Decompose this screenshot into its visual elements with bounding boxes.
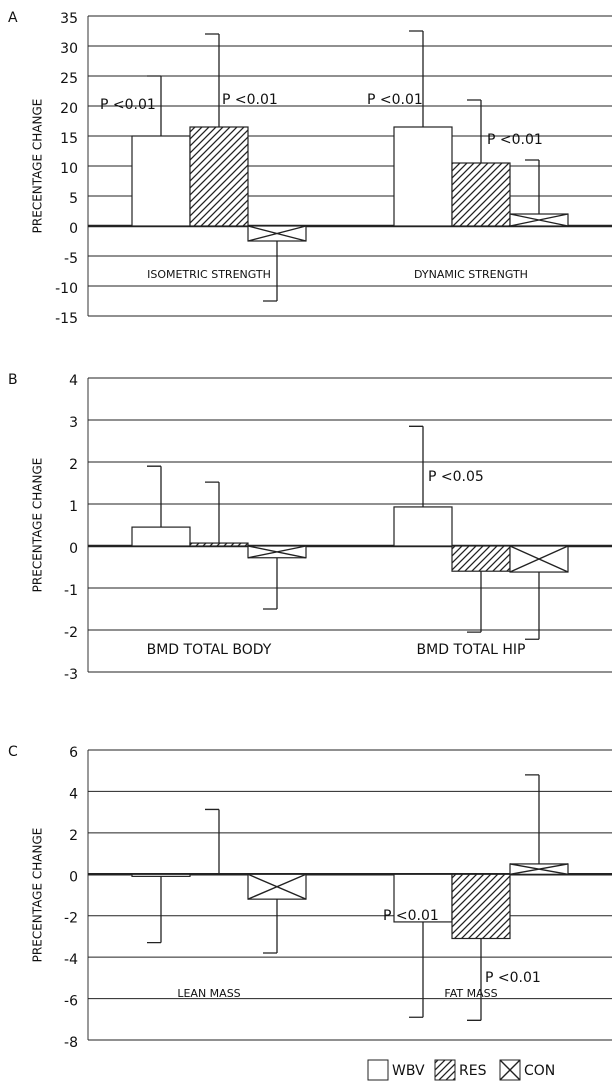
y-tick-label: -15 [55,311,78,327]
category-label: BMD TOTAL HIP [417,642,526,658]
bar [131,526,191,547]
error-bar [263,557,278,610]
y-tick-label: 10 [60,161,78,177]
y-tick-label: -1 [64,583,78,599]
y-tick-label: 20 [60,101,78,117]
bar [189,873,249,875]
error-bar [467,571,482,633]
bar-cross [247,873,307,900]
y-axis-title: PRECENTAGE CHANGE [31,99,45,234]
bar [393,506,453,547]
y-tick-label: 1 [69,499,78,515]
error-bar [525,774,540,864]
error-bar [205,33,220,127]
annotation: P <0.01 [487,132,543,148]
bar [451,162,511,227]
y-tick-label: -6 [64,994,78,1010]
annotation: P <0.01 [100,97,156,113]
category-label: FAT MASS [444,987,497,1000]
y-tick-label: 4 [69,786,78,802]
category-label: BMD TOTAL BODY [147,642,272,658]
bar [393,126,453,227]
legend-label: WBV [392,1063,425,1079]
error-bar [147,876,162,944]
y-tick-label: 25 [60,71,78,87]
y-tick-label: 2 [69,457,78,473]
error-bar [525,159,540,214]
legend-swatch [367,1059,389,1081]
bar-cross [247,545,307,559]
category-label: DYNAMIC STRENGTH [414,268,528,281]
error-bar [147,75,162,136]
error-bar [263,241,278,302]
error-bar [409,30,424,127]
category-label: LEAN MASS [177,987,240,1000]
y-tick-label: 15 [60,131,78,147]
legend-cross [499,1059,521,1081]
y-tick-label: 0 [69,541,78,557]
error-bar [147,465,162,528]
y-tick-label: -5 [64,251,78,267]
annotation: P <0.01 [485,970,541,986]
legend-label: CON [524,1063,555,1079]
error-bar [467,938,482,1021]
annotation: P <0.01 [383,908,439,924]
y-axis-title: PRECENTAGE CHANGE [31,458,45,593]
y-tick-label: -3 [64,667,78,683]
bar [189,542,249,547]
panel-label: C [8,744,18,760]
y-tick-label: -8 [64,1035,78,1051]
bar-cross [247,225,307,242]
annotation: P <0.01 [222,92,278,108]
error-bar [409,921,424,1018]
bar-cross [509,545,569,573]
bar-cross [509,863,569,875]
y-tick-label: 3 [69,415,78,431]
annotation: P <0.05 [428,469,484,485]
y-tick-label: -2 [64,625,78,641]
y-tick-label: 0 [69,221,78,237]
y-tick-label: 5 [69,191,78,207]
bar [131,873,191,877]
bar-cross [509,213,569,227]
y-axis-title: PRECENTAGE CHANGE [31,828,45,963]
y-tick-label: 4 [69,373,78,389]
error-bar [263,899,278,954]
category-label: ISOMETRIC STRENGTH [147,268,271,281]
bar [131,135,191,227]
error-bar [409,425,424,507]
y-tick-label: -4 [64,952,78,968]
error-bar [525,572,540,640]
y-tick-label: -10 [55,281,78,297]
y-tick-label: 30 [60,41,78,57]
error-bar [205,481,220,544]
legend-label: RES [459,1063,487,1079]
bar [451,545,511,572]
y-tick-label: 2 [69,828,78,844]
panel-label: A [8,10,18,26]
error-bar [205,808,220,874]
panel-label: B [8,372,18,388]
bar [393,873,453,923]
y-tick-label: -2 [64,911,78,927]
bar [451,873,511,940]
y-tick-label: 0 [69,869,78,885]
bar [189,126,249,227]
y-tick-label: 6 [69,745,78,761]
y-tick-label: 35 [60,11,78,27]
annotation: P <0.01 [367,92,423,108]
error-bar [467,99,482,163]
legend-swatch [434,1059,456,1081]
